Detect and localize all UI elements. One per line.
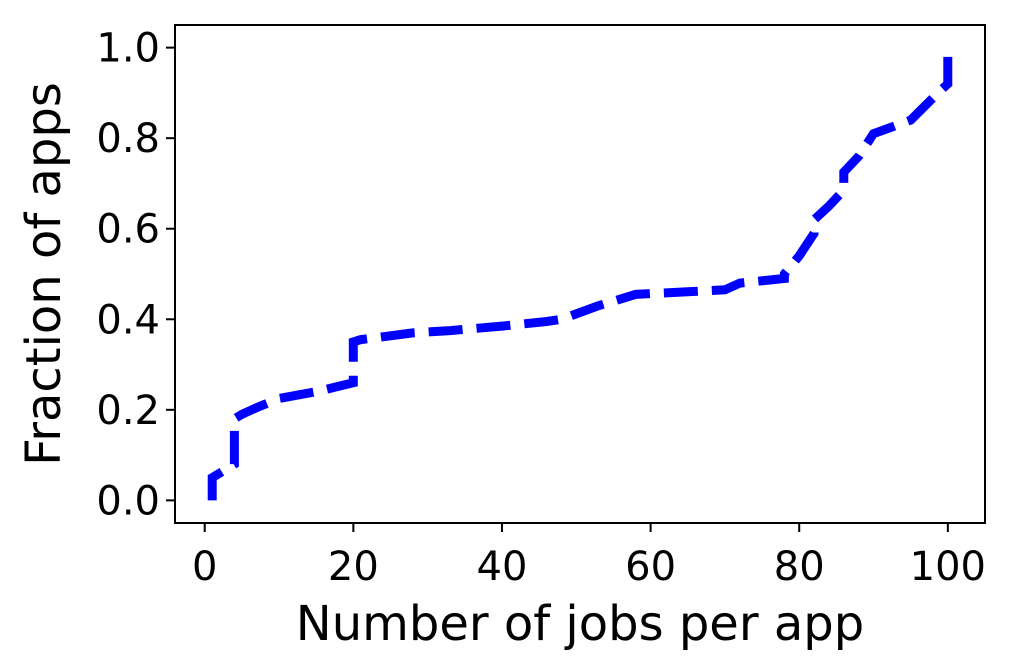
y-tick-label: 0.2	[96, 388, 160, 434]
x-tick-label: 100	[910, 544, 986, 590]
x-axis-title: Number of jobs per app	[296, 596, 864, 652]
x-axis-ticks: 0 20 40 60 80 100	[192, 523, 986, 590]
x-tick-label: 20	[328, 544, 379, 590]
y-tick-label: 0.8	[96, 116, 160, 162]
x-tick-label: 60	[625, 544, 676, 590]
x-tick-label: 0	[192, 544, 217, 590]
y-tick-label: 0.6	[96, 207, 160, 253]
y-tick-label: 0.4	[96, 297, 160, 343]
plot-area-frame	[174, 24, 986, 524]
y-tick-label: 1.0	[96, 26, 160, 72]
x-tick-label: 40	[477, 544, 528, 590]
y-axis-ticks: 0.0 0.2 0.4 0.6 0.8 1.0	[96, 26, 175, 524]
series-line	[207, 47, 953, 501]
x-tick-label: 80	[774, 544, 825, 590]
y-axis-title: Fraction of apps	[16, 82, 72, 466]
y-tick-label: 0.0	[96, 478, 160, 524]
